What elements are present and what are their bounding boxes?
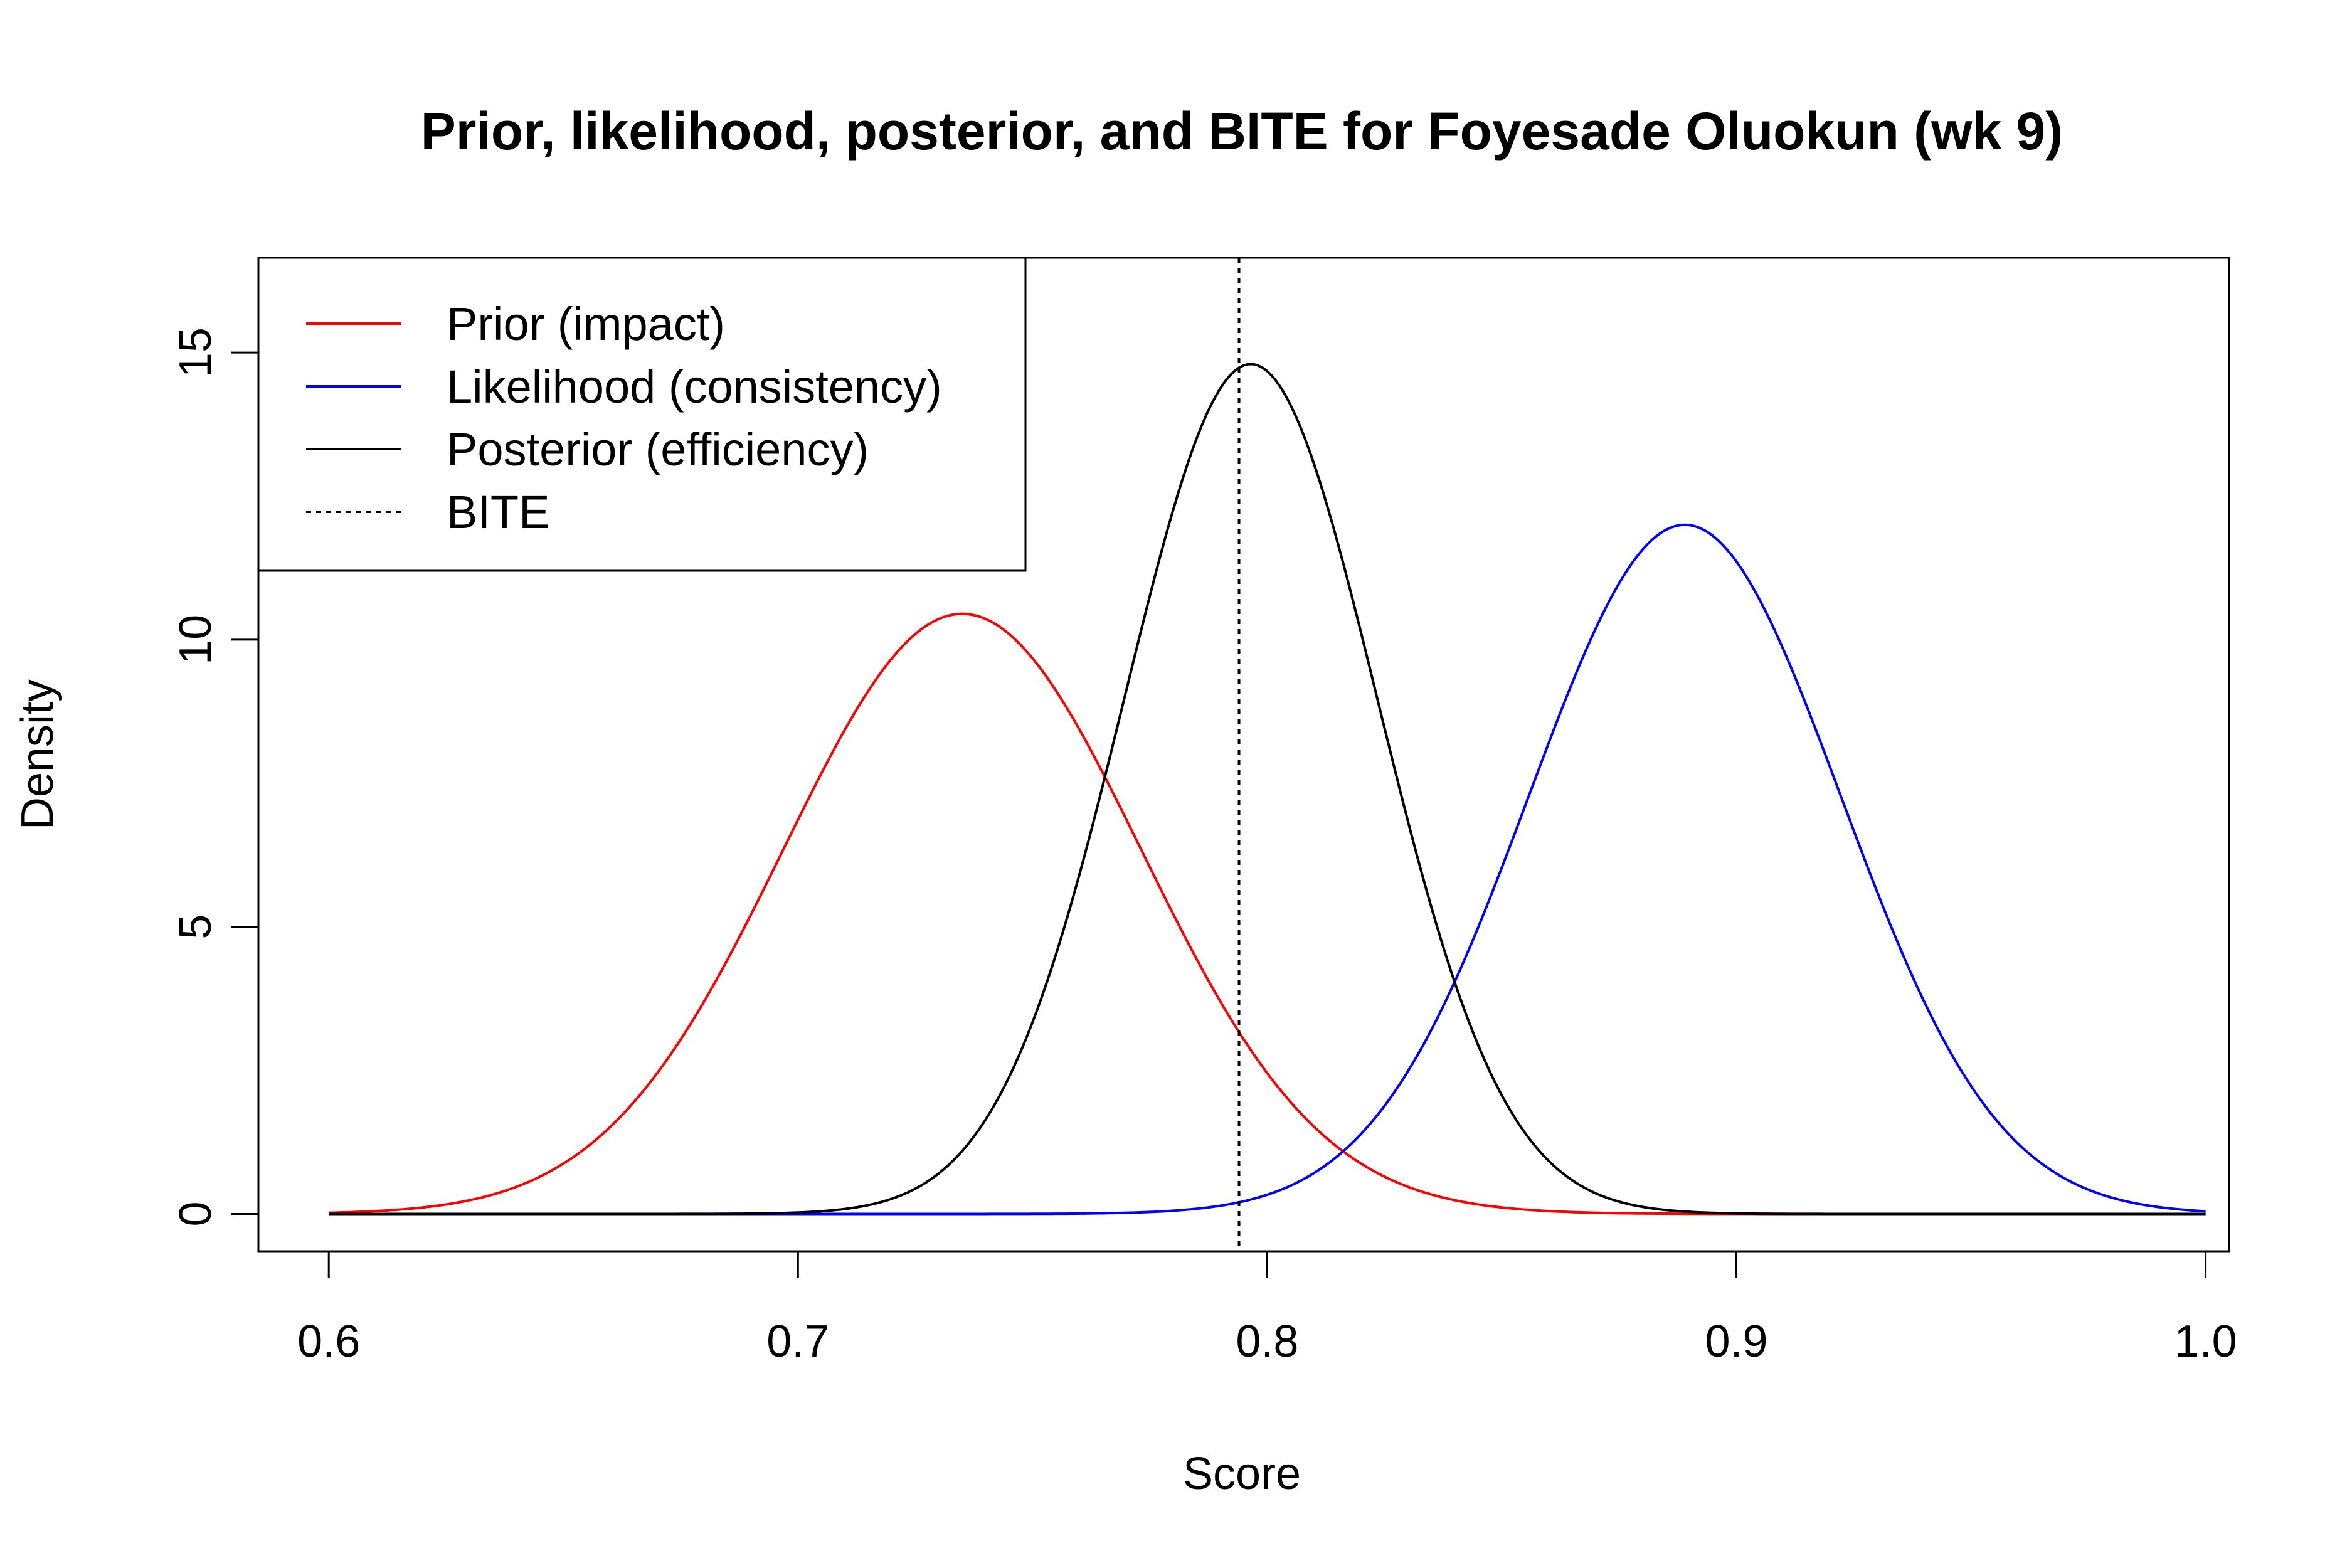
y-tick-label: 5 [171, 914, 221, 940]
x-axis-label: Score [1183, 1449, 1301, 1499]
legend-label: BITE [447, 486, 549, 538]
x-tick-label: 1.0 [2175, 1316, 2237, 1367]
legend-label: Posterior (efficiency) [447, 423, 869, 475]
chart-title: Prior, likelihood, posterior, and BITE f… [421, 102, 2063, 161]
x-axis: 0.6 0.7 0.8 0.9 1.0 [297, 1250, 2237, 1367]
y-axis: 0 5 10 15 [171, 327, 260, 1227]
legend-entries: Prior (impact) Likelihood (consistency) Po… [306, 298, 942, 538]
x-tick-label: 0.7 [766, 1316, 829, 1367]
y-tick-label: 10 [171, 615, 221, 665]
legend-entry-posterior-efficiency: Posterior (efficiency) [306, 423, 869, 475]
legend-entry-likelihood-consistency: Likelihood (consistency) [306, 361, 942, 413]
legend-box [257, 257, 1027, 572]
legend-entry-prior-impact: Prior (impact) [306, 298, 725, 350]
y-tick-label: 15 [171, 327, 221, 378]
series-line-prior-impact [329, 612, 2206, 1216]
x-tick-label: 0.8 [1236, 1316, 1298, 1367]
x-tick-label: 0.6 [297, 1316, 360, 1367]
legend-label: Prior (impact) [447, 298, 725, 350]
series-layer [329, 363, 2206, 1216]
y-axis-label: Density [13, 679, 63, 830]
legend: Prior (impact) Likelihood (consistency) Po… [257, 257, 1027, 572]
x-tick-label: 0.9 [1705, 1316, 1767, 1367]
series-line-likelihood-consistency [329, 523, 2206, 1216]
legend-entry-bite: BITE [306, 486, 549, 538]
series-line-posterior-efficiency [329, 363, 2206, 1216]
y-tick-label: 0 [171, 1201, 221, 1226]
legend-label: Likelihood (consistency) [447, 361, 942, 413]
